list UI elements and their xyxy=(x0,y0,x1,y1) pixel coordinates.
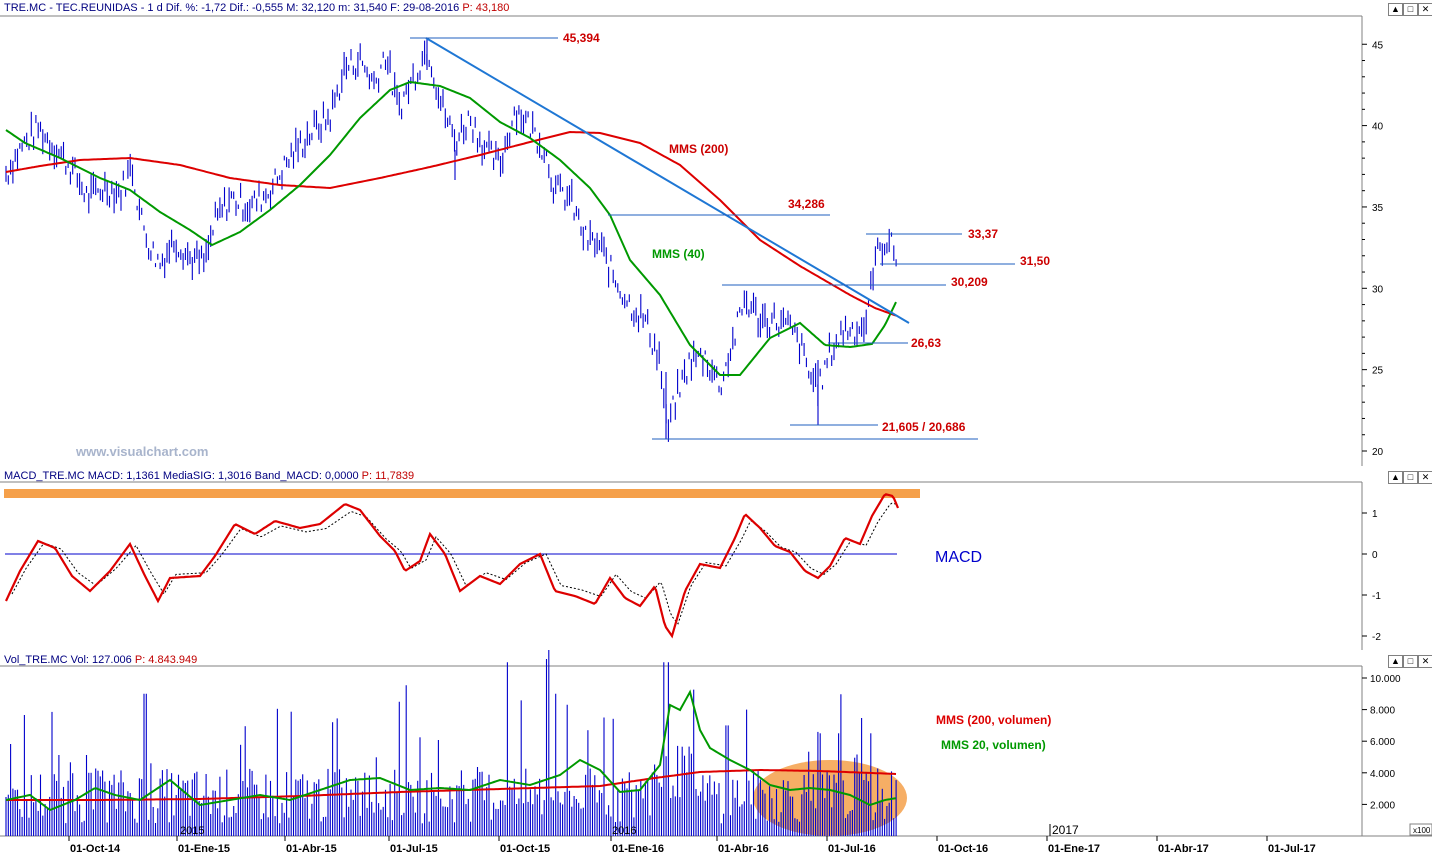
vol-label-red: MMS (200, volumen) xyxy=(936,713,1051,727)
macd-ytick-label: 1 xyxy=(1372,509,1378,520)
watermark: www.visualchart.com xyxy=(75,444,208,459)
volume-header: Vol_TRE.MC Vol: 127.006 P: 4.843.949 xyxy=(4,654,197,666)
volume-header-text: Vol_TRE.MC Vol: 127.006 xyxy=(4,654,132,666)
macd-close-button[interactable]: ✕ xyxy=(1418,471,1432,484)
volume-panel: Vol_TRE.MC Vol: 127.006 P: 4.843.949 ▲ □… xyxy=(0,650,1432,857)
year-2017: 2017 xyxy=(1052,823,1079,837)
x-tick-label: 01-Abr-17 xyxy=(1158,843,1209,855)
macd-ytick-label: -2 xyxy=(1372,632,1381,643)
price-close-button[interactable]: ✕ xyxy=(1418,3,1432,16)
macd-orange-band xyxy=(4,489,920,498)
ann-mms200: MMS (200) xyxy=(669,142,728,156)
ann-31: 31,50 xyxy=(1020,254,1050,268)
volume-close-button[interactable]: ✕ xyxy=(1418,655,1432,668)
macd-up-button[interactable]: ▲ xyxy=(1388,471,1403,484)
mms40-line xyxy=(5,80,897,376)
year-2016: 2016 xyxy=(612,825,636,837)
volume-mms20-line xyxy=(5,689,897,812)
volume-chart: MMS (200, volumen) MMS 20, volumen) 2015… xyxy=(0,650,1432,837)
volume-ytick-label: 4.000 xyxy=(1370,769,1395,780)
macd-signal-line xyxy=(11,502,897,625)
x-tick-label: 01-Oct-15 xyxy=(500,843,550,855)
ann-26: 26,63 xyxy=(911,336,941,350)
price-ytick-label: 35 xyxy=(1372,203,1384,214)
x-tick-label: 01-Jul-17 xyxy=(1268,843,1316,855)
ann-33: 33,37 xyxy=(968,227,998,241)
price-ytick-label: 30 xyxy=(1372,284,1384,295)
price-chart: 45,394 34,286 33,37 31,50 30,209 26,63 2… xyxy=(0,15,1384,466)
price-ytick-label: 25 xyxy=(1372,366,1384,377)
x-tick-label: 01-Oct-16 xyxy=(938,843,988,855)
macd-header-p: P: 11,7839 xyxy=(361,470,415,482)
ann-34: 34,286 xyxy=(788,197,825,211)
ann-high: 45,394 xyxy=(563,31,600,45)
price-restore-button[interactable]: □ xyxy=(1403,3,1418,16)
trendline xyxy=(425,37,910,324)
macd-restore-button[interactable]: □ xyxy=(1403,471,1418,484)
macd-chart: MACD 1 0 -1 -2 xyxy=(0,481,1381,650)
macd-ytick-label: 0 xyxy=(1372,550,1378,561)
x-tick-label: 01-Abr-16 xyxy=(718,843,769,855)
x-tick-label: 01-Jul-16 xyxy=(828,843,876,855)
macd-line xyxy=(5,493,900,639)
macd-panel: MACD_TRE.MC MACD: 1,1361 MediaSIG: 1,301… xyxy=(0,466,1432,650)
vol-label-green: MMS 20, volumen) xyxy=(941,738,1046,752)
x-axis: 01-Oct-14 01-Ene-15 01-Abr-15 01-Jul-15 01-O… xyxy=(68,836,1316,855)
x-tick-label: 01-Abr-15 xyxy=(286,843,337,855)
price-panel: TRE.MC - TEC.REUNIDAS - 1 d Dif. %: -1,7… xyxy=(0,2,1432,466)
volume-ytick-label: 8.000 xyxy=(1370,706,1395,717)
x-tick-label: 01-Ene-16 xyxy=(612,843,664,855)
macd-header-text: MACD_TRE.MC MACD: 1,1361 MediaSIG: 1,301… xyxy=(4,470,359,482)
price-header-p: P: 43,180 xyxy=(462,2,510,14)
volume-restore-button[interactable]: □ xyxy=(1403,655,1418,668)
volume-ytick-label: 6.000 xyxy=(1370,737,1395,748)
volume-ytick-label: 10.000 xyxy=(1370,674,1401,685)
x-tick-label: 01-Oct-14 xyxy=(70,843,121,855)
price-up-button[interactable]: ▲ xyxy=(1388,3,1403,16)
x-tick-label: 01-Ene-17 xyxy=(1048,843,1100,855)
year-2015: 2015 xyxy=(180,825,204,837)
price-ytick-label: 20 xyxy=(1372,447,1384,458)
macd-label: MACD xyxy=(935,549,982,566)
volume-mms200-line xyxy=(6,769,897,801)
price-ytick-label: 45 xyxy=(1372,40,1384,51)
mms200-line xyxy=(5,130,897,317)
x-tick-label: 01-Jul-15 xyxy=(390,843,438,855)
volume-ytick-label: 2.000 xyxy=(1370,800,1395,811)
price-ytick-label: 40 xyxy=(1372,122,1384,133)
volume-scale-note: x100 xyxy=(1413,826,1431,835)
macd-ytick-label: -1 xyxy=(1372,591,1381,602)
ann-low: 21,605 / 20,686 xyxy=(882,420,966,434)
macd-header: MACD_TRE.MC MACD: 1,1361 MediaSIG: 1,301… xyxy=(4,470,414,482)
x-tick-label: 01-Ene-15 xyxy=(178,843,230,855)
price-header-text: TRE.MC - TEC.REUNIDAS - 1 d Dif. %: -1,7… xyxy=(4,2,460,14)
ann-30: 30,209 xyxy=(951,275,988,289)
ann-mms40: MMS (40) xyxy=(652,247,705,261)
volume-header-p: P: 4.843.949 xyxy=(134,654,198,666)
price-header: TRE.MC - TEC.REUNIDAS - 1 d Dif. %: -1,7… xyxy=(4,2,509,14)
volume-up-button[interactable]: ▲ xyxy=(1388,655,1403,668)
